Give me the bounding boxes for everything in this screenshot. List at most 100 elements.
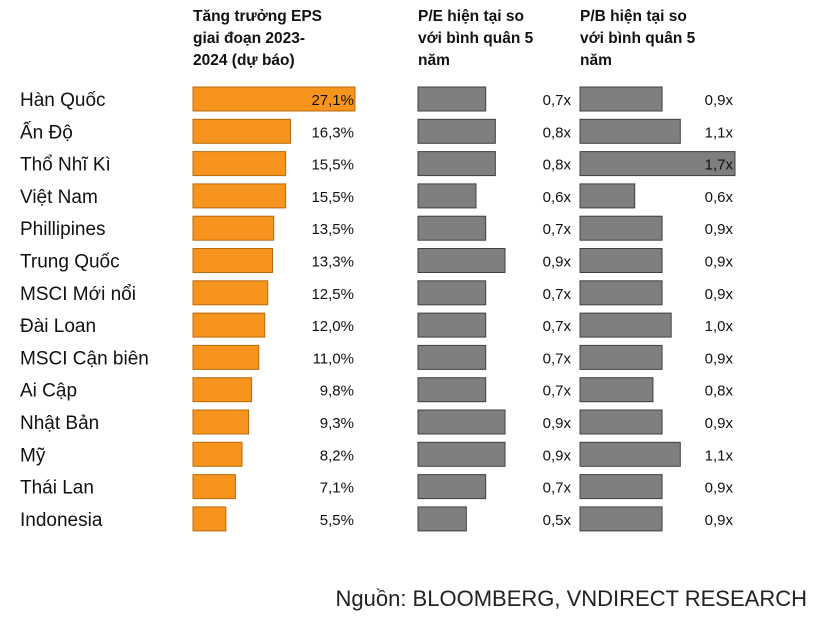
pb-value-label: 0,9x <box>705 286 734 303</box>
category-label: Ấn Độ <box>20 121 73 143</box>
pb-bar <box>579 118 681 144</box>
pe-bar <box>417 344 487 370</box>
eps-value-label: 12,5% <box>311 286 354 303</box>
pe-bar <box>417 183 477 209</box>
category-label: Ai Cập <box>20 381 77 402</box>
pe-bar <box>417 441 506 467</box>
category-label: Nhật Bản <box>20 413 99 434</box>
pe-value-label: 0,7x <box>543 480 572 497</box>
pe-value-label: 0,7x <box>543 318 572 335</box>
eps-bar <box>192 344 260 370</box>
pe-bar <box>417 151 496 177</box>
eps-bar <box>192 441 243 467</box>
pb-bar <box>579 280 663 306</box>
eps-bar <box>192 312 266 338</box>
pe-value-label: 0,5x <box>543 512 572 529</box>
pe-bar <box>417 248 506 273</box>
pe-value-label: 0,9x <box>543 415 572 432</box>
eps-bar <box>192 151 287 177</box>
pb-bar <box>579 409 663 435</box>
pb-bar <box>579 151 736 177</box>
pe-bar <box>417 312 487 338</box>
pe-bar <box>417 409 506 435</box>
eps-value-label: 13,5% <box>311 221 354 238</box>
pe-value-label: 0,9x <box>543 447 572 464</box>
pe-bar <box>417 280 487 306</box>
pb-bar <box>579 344 663 370</box>
eps-value-label: 5,5% <box>320 512 354 529</box>
comparison-bar-chart: Hàn Quốc Ấn Độ Thổ Nhĩ Kì Việt Nam Phillipin… <box>20 86 736 532</box>
pe-bar <box>417 506 467 532</box>
category-label: Hàn Quốc <box>20 90 106 111</box>
eps-value-label: 27,1% <box>311 92 354 109</box>
category-label: MSCI Mới nổi <box>20 284 136 305</box>
eps-value-label: 8,2% <box>320 447 354 464</box>
pb-value-label: 0,6x <box>705 189 734 206</box>
pb-value-label: 1,0x <box>705 318 734 335</box>
eps-value-label: 9,8% <box>320 383 354 400</box>
pb-bar <box>579 312 672 338</box>
pe-value-label: 0,7x <box>543 383 572 400</box>
category-label: Thái Lan <box>20 478 94 499</box>
pe-bar <box>417 215 487 241</box>
eps-bar <box>192 280 269 306</box>
pe-value-label: 0,6x <box>543 189 572 206</box>
pb-bar <box>579 474 663 500</box>
pe-value-label: 0,7x <box>543 286 572 303</box>
pb-value-label: 0,9x <box>705 480 734 497</box>
pe-bar <box>417 377 487 403</box>
pe-value-label: 0,7x <box>543 92 572 109</box>
pb-bar <box>579 441 681 467</box>
pe-bar <box>417 86 487 112</box>
category-label: Đài Loan <box>20 316 96 337</box>
category-label: Thổ Nhĩ Kì <box>20 155 111 176</box>
eps-bar <box>192 118 291 144</box>
eps-value-label: 13,3% <box>311 254 354 271</box>
source-note: Nguồn: BLOOMBERG, VNDIRECT RESEARCH <box>335 586 808 611</box>
pe-column-header: P/E hiện tại so với bình quân 5 năm <box>418 8 534 69</box>
category-label: Indonesia <box>20 510 103 531</box>
eps-bar <box>192 409 250 435</box>
pb-value-label: 0,9x <box>705 254 734 271</box>
pe-value-label: 0,8x <box>543 157 572 174</box>
eps-value-label: 16,3% <box>311 124 354 141</box>
category-label: MSCI Cận biên <box>20 348 149 369</box>
category-label: Việt Nam <box>20 187 98 208</box>
pb-bar <box>579 377 654 403</box>
eps-column-header: Tăng trưởng EPS giai đoạn 2023- 2024 (dự… <box>193 8 323 69</box>
eps-bar <box>192 215 275 241</box>
eps-value-label: 11,0% <box>313 350 354 367</box>
pb-value-label: 1,1x <box>705 447 734 464</box>
pb-bar <box>579 506 663 532</box>
category-label: Mỹ <box>20 445 46 466</box>
pe-value-label: 0,8x <box>543 124 572 141</box>
pe-value-label: 0,7x <box>543 221 572 238</box>
pb-column-header: P/B hiện tại so với bình quân 5 năm <box>580 8 696 69</box>
eps-bar <box>192 474 236 500</box>
pb-bar <box>579 248 663 273</box>
pb-value-label: 0,8x <box>705 383 734 400</box>
pb-bar <box>579 183 636 209</box>
eps-bar <box>192 377 253 403</box>
pb-value-label: 0,9x <box>705 415 734 432</box>
pb-bar <box>579 86 663 112</box>
eps-value-label: 7,1% <box>320 480 354 497</box>
pe-value-label: 0,9x <box>543 254 572 271</box>
eps-bar <box>192 248 274 273</box>
category-label: Trung Quốc <box>20 252 120 273</box>
pb-value-label: 0,9x <box>705 92 734 109</box>
pb-value-label: 1,1x <box>705 124 734 141</box>
pe-value-label: 0,7x <box>543 350 572 367</box>
eps-value-label: 15,5% <box>311 157 354 174</box>
pb-value-label: 1,7x <box>705 157 734 174</box>
eps-bar <box>192 506 227 532</box>
category-label: Phillipines <box>20 219 106 240</box>
eps-value-label: 12,0% <box>311 318 354 335</box>
pb-value-label: 0,9x <box>705 512 734 529</box>
pb-bar <box>579 215 663 241</box>
eps-bar <box>192 86 356 112</box>
eps-value-label: 9,3% <box>320 415 354 432</box>
pb-value-label: 0,9x <box>705 221 734 238</box>
eps-value-label: 15,5% <box>311 189 354 206</box>
pe-bar <box>417 474 487 500</box>
